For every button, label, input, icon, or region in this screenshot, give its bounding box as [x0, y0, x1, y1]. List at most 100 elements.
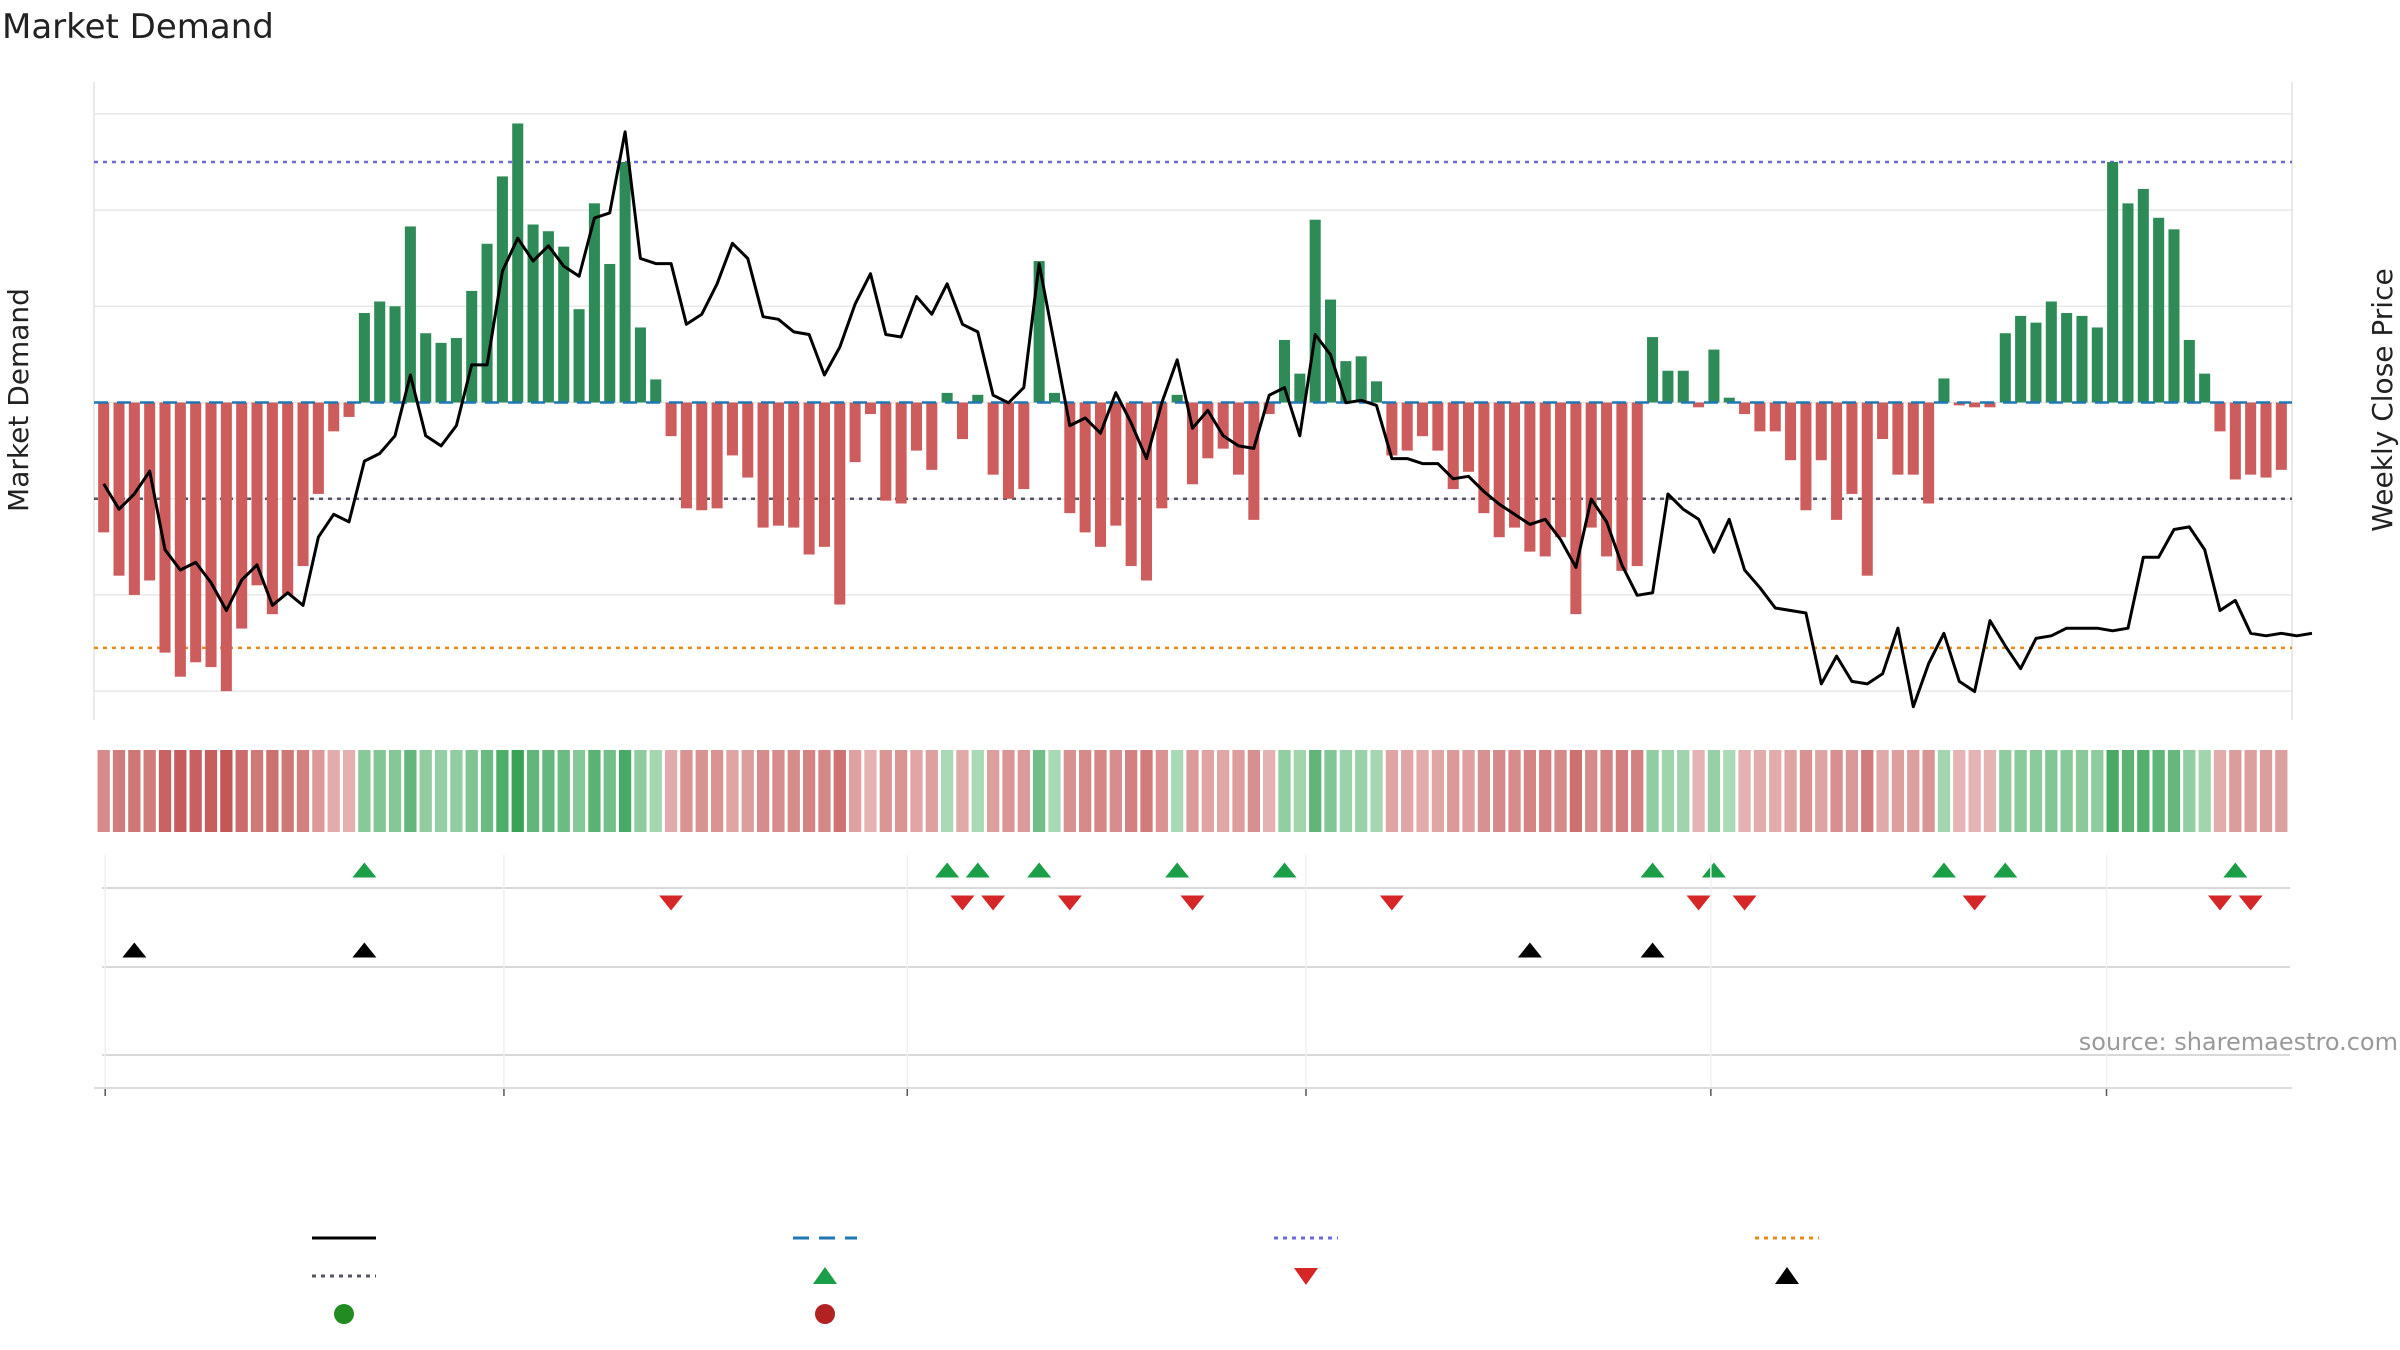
strip-cell	[1753, 750, 1767, 832]
demand-bar	[1094, 402, 1107, 547]
strip-cell	[1201, 750, 1214, 832]
demand-bar	[803, 402, 815, 555]
flip-up-marker	[1701, 862, 1726, 878]
strip-cell	[1263, 750, 1276, 832]
flip-down-marker	[1732, 895, 1757, 911]
strip-cell	[1508, 750, 1521, 832]
strip-cell	[281, 750, 294, 832]
strip-cell	[802, 750, 816, 832]
strip-cell	[1247, 750, 1260, 832]
demand-bar	[1509, 402, 1521, 528]
strip-cell	[189, 750, 202, 832]
demand-bar	[1999, 333, 2011, 403]
strip-cell	[1416, 750, 1429, 832]
demand-bar	[435, 342, 447, 403]
strip-cell	[526, 750, 540, 832]
demand-bar	[895, 402, 907, 504]
demand-bar	[1846, 402, 1858, 494]
demand-bar	[834, 402, 846, 605]
strip-cell	[312, 750, 325, 832]
demand-bar	[1723, 397, 1735, 403]
strip-cell	[1815, 750, 1828, 832]
demand-bar	[1478, 402, 1490, 514]
strip-cell	[1784, 750, 1797, 832]
strip-cell	[572, 750, 586, 832]
demand-bar	[558, 246, 570, 403]
strip-cell	[511, 750, 524, 832]
demand-bar	[2229, 402, 2241, 480]
demand-bar	[1892, 402, 1904, 475]
demand-bar	[496, 176, 508, 403]
demand-bar	[941, 392, 953, 403]
strip-cell	[726, 750, 739, 832]
strip-cell	[496, 750, 509, 832]
demand-bar	[2168, 229, 2180, 403]
strip-cell	[1830, 750, 1843, 832]
strip-cell	[1953, 750, 1966, 832]
demand-bar	[420, 333, 432, 403]
strip-cell	[848, 750, 862, 832]
demand-bar	[2030, 322, 2042, 403]
strip-cell	[664, 750, 678, 832]
flip-down-marker	[659, 895, 684, 911]
flip-down-marker	[1686, 895, 1711, 911]
demand-bar	[972, 394, 984, 403]
flip-down-marker	[1180, 895, 1205, 911]
strip-cell	[1370, 750, 1383, 832]
strip-cell	[1355, 750, 1368, 832]
strip-cell	[1109, 750, 1122, 832]
strip-cell	[2213, 750, 2227, 832]
flip-down-marker	[1057, 895, 1082, 911]
strip-cell	[327, 750, 340, 832]
strip-cell	[1845, 750, 1859, 832]
strip-cell	[1063, 750, 1076, 832]
strip-cell	[1309, 750, 1322, 832]
demand-bar	[1002, 402, 1014, 499]
demand-bar	[113, 402, 125, 576]
strip-cell	[1079, 750, 1092, 832]
price-cross-marker	[122, 942, 147, 958]
demand-bar	[1325, 299, 1337, 403]
demand-bar	[1463, 402, 1475, 472]
demand-bar	[128, 402, 140, 595]
flip-up-marker	[352, 862, 377, 878]
demand-bar	[665, 402, 677, 437]
strip-cell	[1002, 750, 1015, 832]
demand-bar	[1432, 402, 1444, 451]
demand-bar	[1969, 402, 1981, 408]
strip-cell	[1907, 750, 1920, 832]
demand-bar	[711, 402, 723, 509]
demand-bar	[1570, 402, 1582, 615]
demand-bar	[251, 402, 263, 586]
demand-bar	[1585, 402, 1597, 528]
strip-cell	[1385, 750, 1398, 832]
demand-bar	[1877, 402, 1889, 440]
demand-bar	[650, 379, 662, 403]
demand-bar	[1662, 370, 1674, 403]
flip-up-marker	[1272, 862, 1297, 878]
strip-cell	[864, 750, 877, 832]
strip-cell	[1937, 750, 1951, 832]
demand-bar	[2275, 402, 2287, 470]
demand-bar	[1739, 402, 1751, 415]
strip-cell	[1876, 750, 1889, 832]
demand-bar	[864, 402, 876, 415]
strip-cell	[1293, 750, 1306, 832]
demand-bar	[1447, 402, 1459, 490]
demand-bar	[726, 402, 738, 456]
demand-bar	[1371, 381, 1383, 403]
demand-bar	[2076, 315, 2088, 403]
demand-bar	[312, 402, 324, 494]
weekly-close-line	[102, 130, 2313, 709]
strip-cell	[480, 750, 494, 832]
y-axis-left-label: Market Demand	[2, 288, 35, 512]
strip-cell	[756, 750, 770, 832]
strip-cell	[1799, 750, 1813, 832]
strip-cell	[1155, 750, 1168, 832]
demand-bar	[343, 402, 355, 417]
strip-cell	[1401, 750, 1414, 832]
demand-bar	[818, 402, 830, 547]
strip-cell	[1631, 750, 1644, 832]
demand-bar	[512, 123, 524, 403]
strip-cell	[910, 750, 923, 832]
